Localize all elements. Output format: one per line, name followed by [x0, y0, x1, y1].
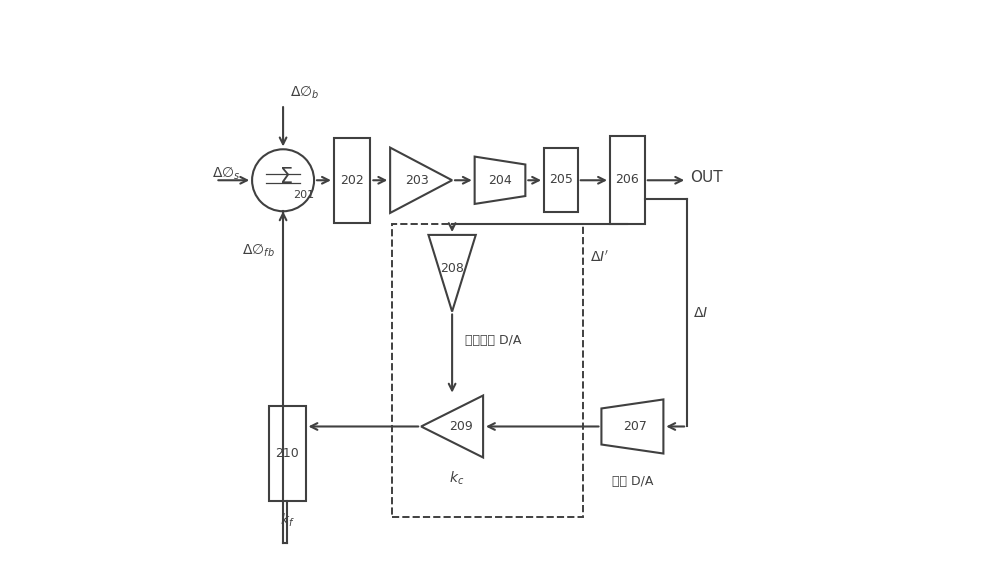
Text: 201: 201 — [293, 191, 314, 200]
Text: 206: 206 — [615, 174, 639, 187]
Text: $\Delta\emptyset_s$: $\Delta\emptyset_s$ — [212, 166, 240, 182]
Text: 反馈 D/A: 反馈 D/A — [612, 475, 653, 488]
Text: OUT: OUT — [690, 170, 723, 185]
Text: $\Delta\emptyset_{fb}$: $\Delta\emptyset_{fb}$ — [242, 242, 275, 259]
Bar — [269, 406, 306, 501]
Bar — [334, 138, 370, 222]
Text: 204: 204 — [488, 174, 512, 187]
Text: $k_c$: $k_c$ — [449, 470, 464, 487]
Text: $k_f$: $k_f$ — [280, 512, 295, 529]
Text: 209: 209 — [449, 420, 472, 433]
Text: 203: 203 — [405, 174, 428, 187]
Text: 增益控制 D/A: 增益控制 D/A — [465, 335, 521, 347]
Text: $\Sigma$: $\Sigma$ — [279, 167, 293, 187]
Text: 208: 208 — [440, 262, 464, 275]
Text: $\Delta\emptyset_b$: $\Delta\emptyset_b$ — [290, 85, 320, 101]
Bar — [392, 224, 583, 517]
Text: 207: 207 — [623, 420, 647, 433]
Text: $\Delta I'$: $\Delta I'$ — [590, 250, 609, 265]
Text: 205: 205 — [549, 174, 573, 187]
Text: 202: 202 — [340, 174, 364, 187]
Text: $\Delta I$: $\Delta I$ — [693, 306, 708, 320]
Bar — [544, 147, 578, 212]
Text: 210: 210 — [275, 447, 299, 460]
Bar — [610, 137, 645, 224]
